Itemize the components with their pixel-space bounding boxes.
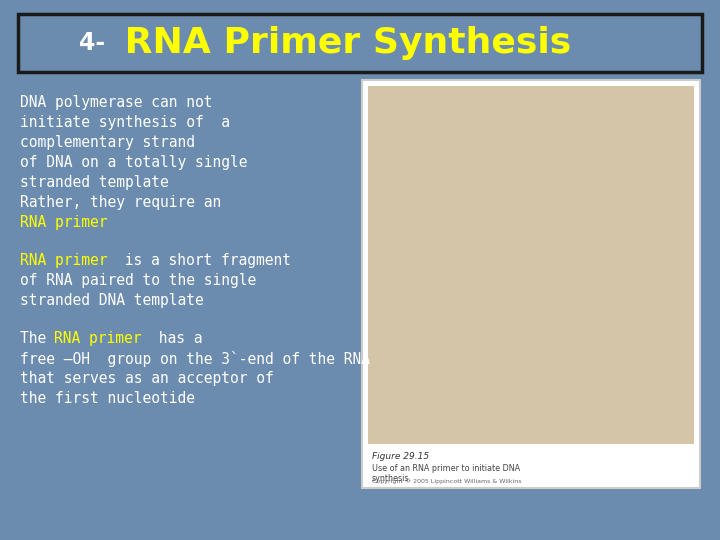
Text: of RNA paired to the single: of RNA paired to the single [20,273,256,288]
Text: the first nucleotide: the first nucleotide [20,391,195,406]
Text: RNA primer: RNA primer [20,253,107,268]
Bar [368,86,694,444]
Text: that serves as an acceptor of: that serves as an acceptor of [20,371,274,386]
Text: synthesis.: synthesis. [372,474,412,483]
Text: of DNA on a totally single: of DNA on a totally single [20,155,248,170]
Text: RNA primer: RNA primer [54,331,142,346]
Text: free –OH  group on the 3`-end of the RNA: free –OH group on the 3`-end of the RNA [20,351,370,367]
Text: complementary strand: complementary strand [20,135,195,150]
Text: stranded template: stranded template [20,175,168,190]
Bar [362,80,700,488]
Bar [18,14,702,72]
Text: Use of an RNA primer to initiate DNA: Use of an RNA primer to initiate DNA [372,464,520,473]
Text: Rather, they require an: Rather, they require an [20,195,221,210]
Text: Copyright © 2005 Lippincott Williams & Wilkins: Copyright © 2005 Lippincott Williams & W… [372,478,521,484]
Text: DNA polymerase can not: DNA polymerase can not [20,95,212,110]
Text: Figure 29.15: Figure 29.15 [372,452,429,461]
Bar [368,448,694,482]
Text: stranded DNA template: stranded DNA template [20,293,204,308]
Text: is a short fragment: is a short fragment [116,253,291,268]
Text: initiate synthesis of  a: initiate synthesis of a [20,115,230,130]
Text: RNA Primer Synthesis: RNA Primer Synthesis [112,26,571,60]
Text: The: The [20,331,55,346]
Text: RNA primer: RNA primer [20,215,107,230]
Text: 4-: 4- [79,31,105,55]
Text: has a: has a [150,331,202,346]
